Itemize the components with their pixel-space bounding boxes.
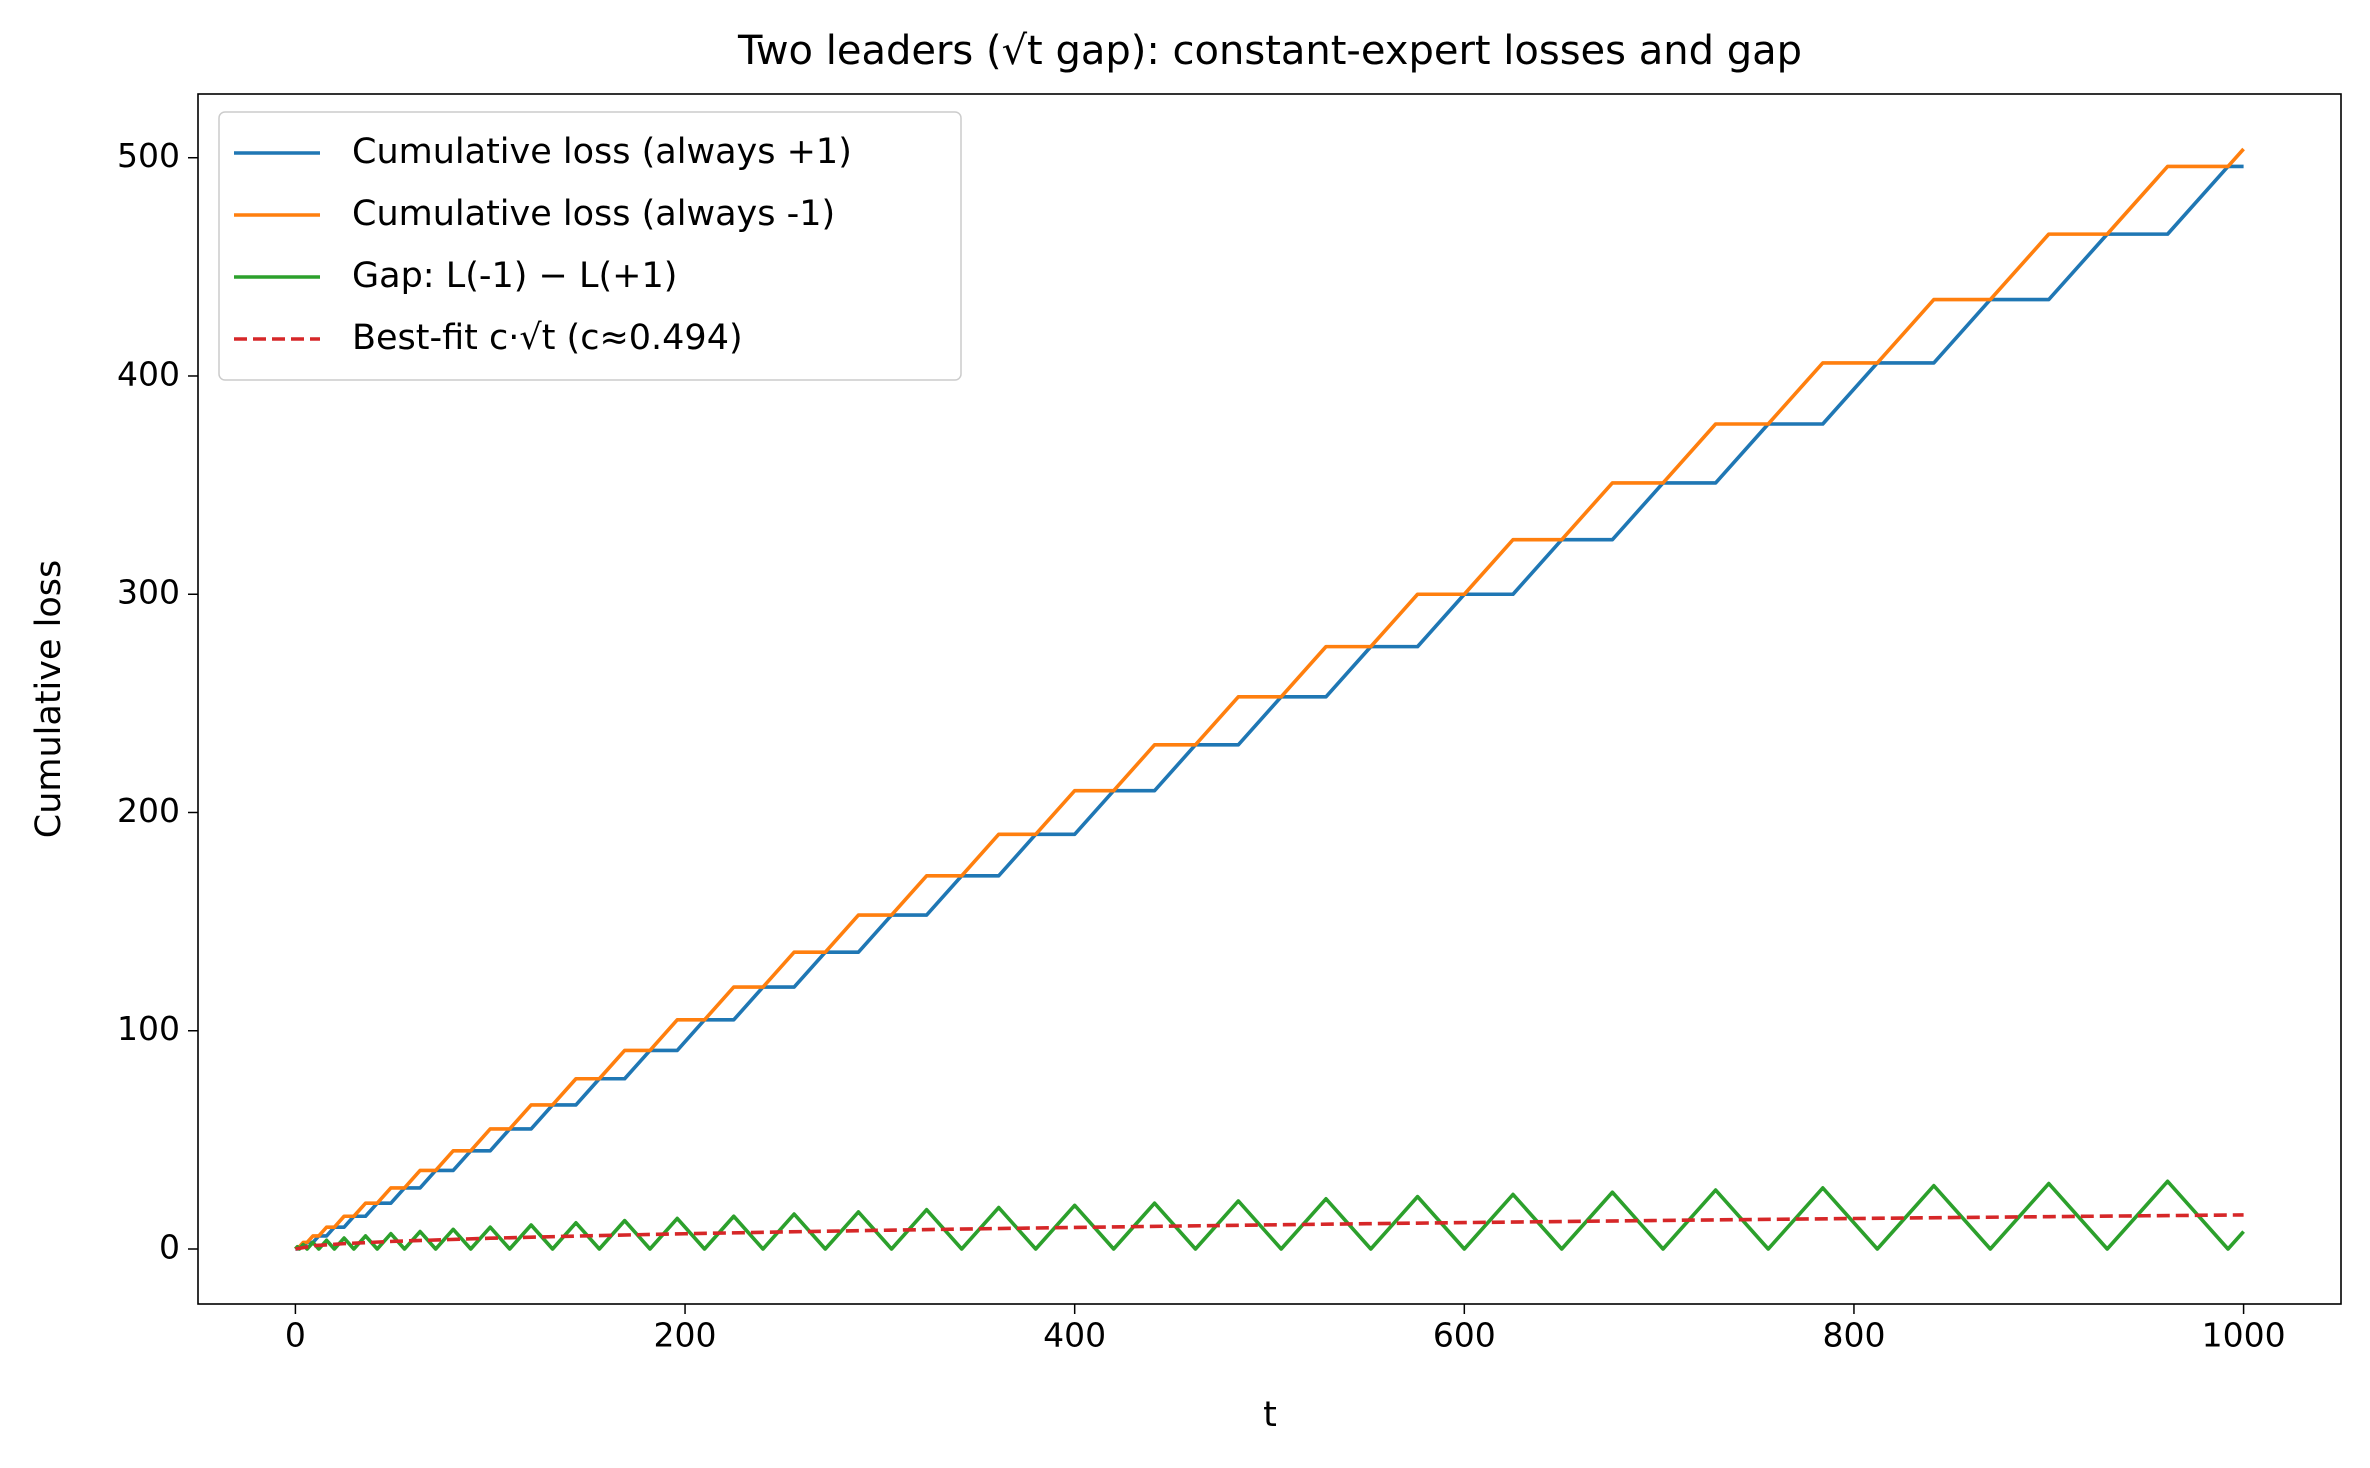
series-line (295, 164, 2244, 1251)
legend-label: Cumulative loss (always -1) (352, 194, 835, 234)
series-line (294, 147, 2245, 1251)
y-tick-label: 400 (117, 354, 180, 393)
y-tick-label: 100 (117, 1009, 180, 1048)
x-tick-label: 1000 (2202, 1316, 2286, 1355)
y-tick-label: 200 (117, 791, 180, 830)
y-tick-label: 500 (117, 136, 180, 175)
x-tick-label: 400 (1043, 1316, 1106, 1355)
x-tick-label: 800 (1822, 1316, 1885, 1355)
y-tick-label: 0 (159, 1228, 180, 1267)
series-line (294, 1179, 2245, 1251)
legend-label: Cumulative loss (always +1) (352, 132, 852, 172)
x-tick-label: 200 (654, 1316, 717, 1355)
plot-frame (197, 93, 2342, 1305)
legend-label: Best-fit c·√t (c≈0.494) (352, 318, 743, 358)
legend-box (218, 111, 962, 381)
x-axis-label: t (1263, 1395, 1277, 1435)
x-tick-label: 0 (285, 1316, 306, 1355)
series-line (295, 1213, 2244, 1251)
chart-title: Two leaders (√t gap): constant-expert lo… (737, 28, 1802, 74)
legend-label: Gap: L(-1) − L(+1) (352, 256, 677, 296)
y-axis-label: Cumulative loss (29, 560, 69, 839)
x-tick-label: 600 (1433, 1316, 1496, 1355)
y-tick-label: 300 (117, 573, 180, 612)
